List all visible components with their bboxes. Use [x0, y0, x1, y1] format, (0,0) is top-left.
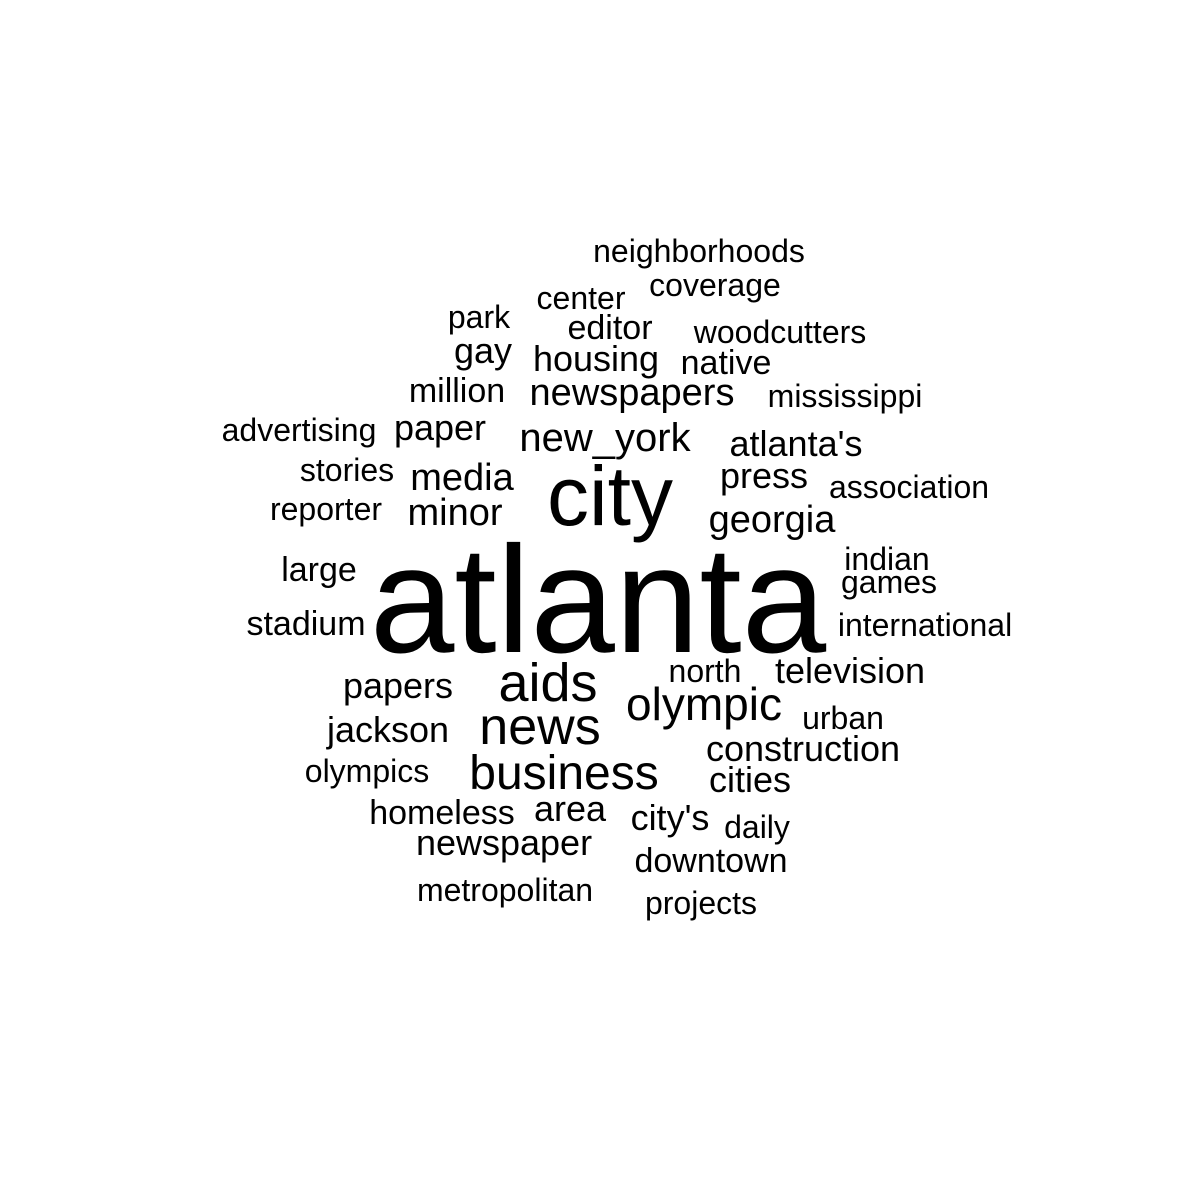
word-housing: housing — [532, 338, 660, 379]
word-news: news — [479, 698, 601, 756]
word-olympic: olympic — [626, 678, 782, 730]
word-georgia: georgia — [708, 499, 836, 541]
word-center: center — [536, 280, 626, 316]
word-aids: aids — [498, 653, 598, 713]
word-construction: construction — [705, 728, 901, 769]
word-newspapers: newspapers — [529, 372, 735, 414]
word-jackson: jackson — [326, 709, 450, 750]
word-editor: editor — [567, 309, 653, 347]
word-newspaper: newspaper — [415, 822, 593, 863]
word-stadium: stadium — [246, 605, 366, 643]
word-north: north — [668, 653, 742, 689]
word-new-york: new_york — [519, 416, 691, 460]
word-association: association — [828, 469, 990, 505]
word-projects: projects — [644, 885, 758, 921]
word-international: international — [837, 607, 1013, 643]
word-indian: indian — [844, 541, 930, 577]
word-area: area — [533, 788, 607, 829]
word-park: park — [447, 299, 511, 335]
word-homeless: homeless — [369, 794, 515, 832]
word-cities: cities — [708, 759, 792, 800]
word-mississippi: mississippi — [767, 378, 923, 414]
word-games: games — [840, 564, 938, 600]
word-daily: daily — [724, 809, 790, 845]
word-citys: city's — [630, 797, 710, 838]
word-media: media — [410, 457, 514, 499]
word-press: press — [719, 455, 809, 496]
word-television: television — [774, 650, 926, 691]
word-minor: minor — [407, 492, 503, 534]
word-olympics: olympics — [304, 753, 430, 789]
word-gay: gay — [453, 330, 513, 371]
word-million: million — [408, 372, 506, 410]
word-papers: papers — [342, 665, 454, 706]
word-paper: paper — [393, 407, 487, 448]
word-neighborhoods: neighborhoods — [593, 233, 805, 269]
word-woodcutters: woodcutters — [693, 314, 867, 350]
word-city: city — [547, 449, 673, 543]
word-business: business — [469, 747, 659, 800]
word-advertising: advertising — [221, 412, 377, 448]
word-metropolitan: metropolitan — [416, 872, 594, 908]
word-reporter: reporter — [269, 491, 383, 527]
word-atlanta: atlanta — [369, 515, 827, 685]
word-stories: stories — [299, 452, 395, 488]
word-downtown: downtown — [634, 842, 788, 880]
word-native: native — [680, 344, 772, 382]
word-coverage: coverage — [649, 267, 781, 303]
word-urban: urban — [802, 700, 884, 736]
word-large: large — [281, 551, 357, 589]
word-atlantas: atlanta's — [729, 423, 863, 464]
